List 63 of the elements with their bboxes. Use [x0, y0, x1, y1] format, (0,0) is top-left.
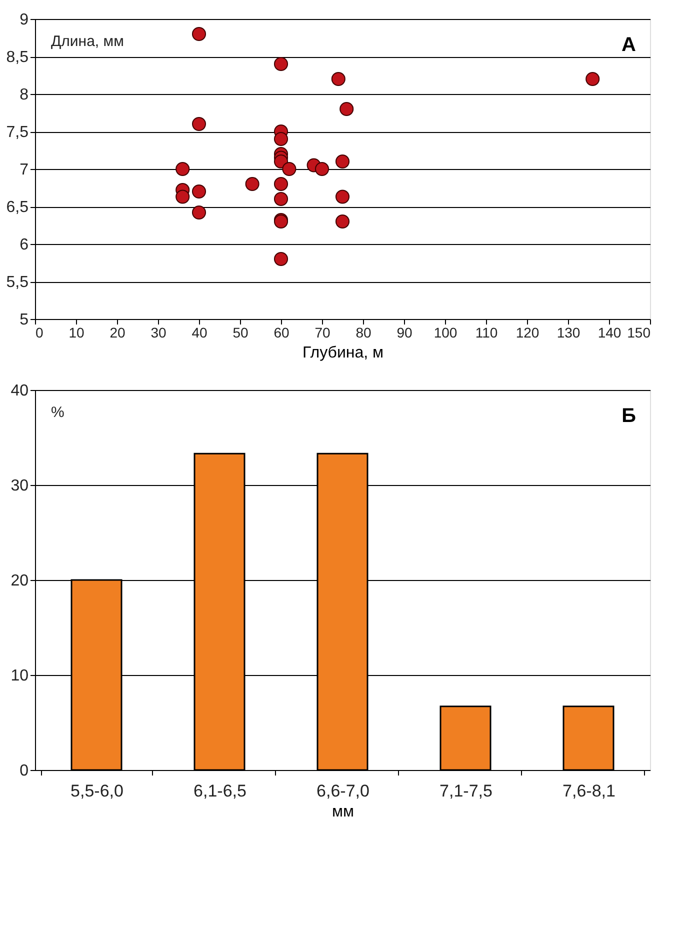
point	[340, 102, 354, 116]
x-tick-label: 150	[627, 324, 651, 340]
point	[282, 162, 296, 176]
point	[274, 56, 288, 72]
point	[245, 176, 260, 192]
point	[274, 252, 288, 266]
annotation: Б	[622, 405, 636, 427]
x-tick-label: 6,1-6,5	[194, 782, 246, 800]
y-tick-label: 20	[10, 572, 29, 590]
point	[335, 190, 350, 204]
x-tick-label: 7,1-7,5	[440, 782, 492, 800]
x-axis-title: Глубина, м	[302, 344, 384, 362]
x-tick-label: 80	[356, 324, 372, 340]
x-tick-label: 0	[36, 324, 44, 340]
x-tick-label: 50	[232, 324, 248, 340]
y-tick-label: 7,5	[6, 124, 29, 141]
x-tick-label: 130	[556, 324, 580, 340]
point	[192, 116, 206, 132]
x-tick-label: 60	[274, 324, 290, 340]
annotation: А	[622, 34, 636, 56]
x-tick-label: 120	[516, 324, 540, 340]
y-tick-label: 40	[10, 382, 29, 400]
x-tick-label: 7,6-8,1	[562, 782, 616, 800]
y-tick-label: 10	[10, 668, 29, 684]
x-tick-label: 140	[598, 324, 622, 340]
x-tick-label: 100	[434, 324, 458, 340]
point	[335, 214, 350, 229]
y-axis-title: Длина, мм	[51, 33, 124, 50]
y-tick-label: 30	[10, 478, 29, 494]
y-tick-label: 8,5	[6, 49, 29, 66]
point	[176, 162, 190, 176]
y-tick-label: 0	[20, 762, 29, 780]
y-tick-label: 5	[20, 312, 29, 328]
point	[274, 132, 288, 146]
x-tick-label: 6,6-7,0	[316, 782, 370, 800]
y-axis-title: %	[51, 404, 64, 421]
point	[586, 72, 600, 86]
x-tick-label: 70	[314, 324, 330, 340]
x-tick-label: 5,5-6,0	[70, 782, 124, 800]
y-tick-label: 6	[20, 236, 29, 254]
point	[274, 192, 288, 206]
x-tick-label: 110	[475, 324, 498, 340]
x-tick-label: 30	[150, 324, 166, 340]
point	[314, 162, 330, 176]
point	[192, 26, 206, 42]
x-tick-label: 40	[192, 324, 208, 340]
point	[274, 176, 288, 192]
y-tick-label: 5,5	[6, 274, 29, 291]
x-tick-label: 10	[68, 324, 84, 340]
y-tick-label: 6,5	[6, 199, 29, 216]
bar	[562, 706, 614, 771]
y-tick-label: 8	[20, 86, 29, 104]
point	[331, 72, 346, 86]
y-tick-label: 7	[20, 162, 29, 178]
point	[176, 190, 190, 204]
y-tick-label: 9	[20, 12, 29, 28]
point	[335, 154, 350, 169]
point	[192, 184, 206, 199]
x-tick-label: 90	[396, 324, 412, 340]
x-axis-title: мм	[332, 804, 354, 820]
x-tick-label: 20	[110, 324, 126, 340]
bar	[440, 706, 492, 771]
point	[192, 205, 206, 220]
